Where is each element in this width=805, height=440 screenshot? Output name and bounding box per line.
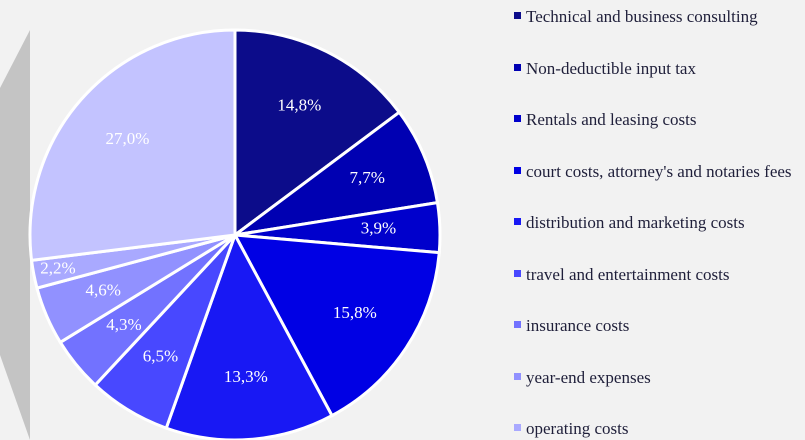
data-label: 3,9% — [361, 219, 396, 238]
data-label: 7,7% — [349, 168, 384, 187]
data-label: 6,5% — [143, 347, 178, 366]
legend-label: distribution and marketing costs — [526, 213, 745, 232]
legend-item: travel and entertainment costs — [514, 265, 796, 285]
shadow — [0, 30, 30, 440]
legend-swatch — [514, 63, 521, 71]
legend-label: Rentals and leasing costs — [526, 110, 697, 129]
legend-item: Non-deductible input tax — [514, 59, 796, 79]
pie: 14,8% 7,7% 3,9% 15,8% 13,3% 6,5%4,3% 4,6% 2,2% 2… — [28, 28, 442, 440]
data-label: 14,8% — [277, 96, 321, 115]
legend-item: Rentals and leasing costs — [514, 110, 796, 130]
data-label: 13,3% — [224, 367, 268, 386]
legend-item: Technical and business consulting — [514, 7, 796, 27]
pie-slice — [232, 233, 441, 418]
pie-slice — [28, 28, 237, 263]
pie-slice — [164, 231, 335, 440]
legend-label: Non-deductible input tax — [526, 58, 696, 78]
legend-item: distribution and marketing costs — [514, 213, 796, 233]
data-label: 4,6% — [85, 281, 120, 300]
legend-label: court costs, attorney's and notaries fee… — [526, 161, 792, 181]
legend-item: year-end expenses — [514, 368, 796, 388]
pie-slice — [233, 28, 402, 238]
legend-item: operating costs — [514, 419, 796, 439]
pie-slice — [234, 110, 440, 237]
data-label: 15,8% — [333, 303, 377, 322]
legend-label: operating costs — [526, 419, 629, 438]
legend-label: insurance costs — [526, 316, 630, 335]
legend-item: insurance costs — [514, 316, 796, 336]
legend-label: year-end expenses — [526, 367, 651, 387]
data-label: 27,0% — [105, 129, 149, 148]
legend-label: Technical and business consulting — [526, 7, 758, 26]
legend-swatch — [514, 269, 521, 277]
legend-swatch — [514, 166, 521, 174]
legend-swatch — [514, 12, 521, 19]
legend-label: travel and entertainment costs — [526, 264, 730, 284]
legend-swatch — [514, 218, 521, 225]
legend-swatch — [514, 115, 521, 122]
legend-swatch — [514, 321, 521, 328]
legend-swatch — [514, 372, 521, 380]
legend-swatch — [514, 424, 521, 431]
data-label: 4,3% — [106, 315, 141, 334]
data-label: 2,2% — [40, 259, 75, 278]
legend-item: court costs, attorney's and notaries fee… — [514, 162, 796, 182]
